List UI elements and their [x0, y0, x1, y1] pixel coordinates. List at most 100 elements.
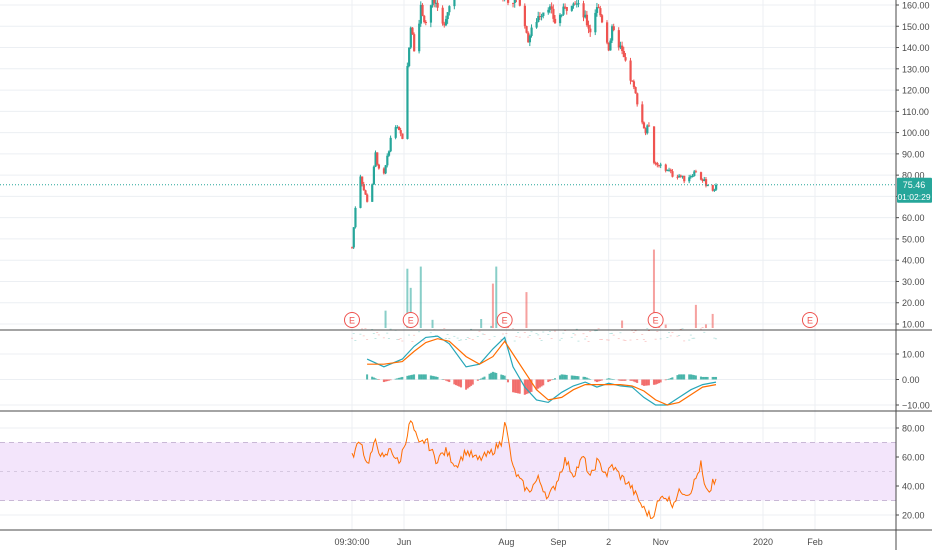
- candle[interactable]: [691, 176, 694, 178]
- candle[interactable]: [624, 57, 627, 61]
- candle[interactable]: [599, 8, 602, 16]
- candle[interactable]: [382, 168, 386, 174]
- candle[interactable]: [564, 6, 567, 8]
- candle[interactable]: [681, 175, 684, 177]
- candle[interactable]: [523, 5, 526, 27]
- candle[interactable]: [706, 185, 709, 187]
- candle[interactable]: [652, 126, 656, 163]
- candle[interactable]: [572, 3, 575, 6]
- candle[interactable]: [441, 7, 444, 24]
- candle[interactable]: [394, 127, 397, 138]
- candle[interactable]: [553, 18, 557, 24]
- candle[interactable]: [548, 6, 552, 10]
- candle[interactable]: [552, 8, 555, 19]
- candle[interactable]: [397, 126, 401, 131]
- candle[interactable]: [540, 16, 543, 18]
- candle[interactable]: [676, 176, 679, 178]
- candle[interactable]: [512, 2, 515, 4]
- candle[interactable]: [679, 175, 682, 177]
- candle[interactable]: [518, 0, 521, 6]
- candle[interactable]: [550, 6, 553, 9]
- candle[interactable]: [574, 3, 577, 5]
- earnings-marker[interactable]: E: [647, 312, 664, 328]
- candle[interactable]: [715, 184, 718, 190]
- candle[interactable]: [443, 23, 446, 26]
- candle[interactable]: [689, 176, 693, 178]
- candle[interactable]: [612, 26, 615, 31]
- candle[interactable]: [617, 30, 620, 48]
- candle[interactable]: [713, 189, 716, 191]
- candle[interactable]: [351, 247, 354, 249]
- candle[interactable]: [413, 34, 416, 52]
- candle[interactable]: [418, 23, 421, 52]
- candle[interactable]: [587, 25, 590, 29]
- candle[interactable]: [688, 177, 691, 182]
- candle[interactable]: [605, 22, 609, 43]
- candle[interactable]: [668, 169, 671, 171]
- candle[interactable]: [611, 26, 614, 41]
- candle[interactable]: [631, 80, 634, 82]
- macd-indicator[interactable]: [366, 335, 718, 406]
- candle[interactable]: [664, 164, 667, 171]
- candle[interactable]: [622, 50, 625, 58]
- candle[interactable]: [666, 169, 669, 171]
- candle[interactable]: [396, 126, 399, 128]
- candle[interactable]: [647, 125, 651, 127]
- candle[interactable]: [364, 190, 367, 195]
- candle[interactable]: [577, 3, 580, 5]
- candle[interactable]: [609, 40, 612, 51]
- earnings-marker[interactable]: E: [402, 312, 419, 328]
- candle[interactable]: [634, 87, 637, 94]
- candle[interactable]: [562, 6, 565, 15]
- candle[interactable]: [693, 171, 696, 177]
- candle[interactable]: [421, 4, 424, 16]
- candle[interactable]: [377, 164, 381, 169]
- candle[interactable]: [632, 81, 636, 88]
- candle[interactable]: [507, 0, 510, 3]
- candle[interactable]: [527, 32, 530, 43]
- candle[interactable]: [535, 21, 538, 28]
- candle[interactable]: [434, 2, 438, 4]
- candle[interactable]: [424, 22, 428, 24]
- candle[interactable]: [372, 166, 376, 185]
- candle[interactable]: [387, 151, 391, 156]
- candle[interactable]: [585, 14, 589, 26]
- candle[interactable]: [513, 0, 516, 3]
- rsi-line[interactable]: [351, 420, 717, 519]
- candle[interactable]: [408, 47, 411, 67]
- candle[interactable]: [538, 16, 542, 18]
- candle[interactable]: [701, 179, 704, 181]
- candle[interactable]: [584, 14, 587, 18]
- candle[interactable]: [446, 12, 449, 20]
- candle[interactable]: [361, 176, 364, 185]
- candle[interactable]: [547, 9, 550, 13]
- candle[interactable]: [711, 185, 714, 191]
- candle[interactable]: [376, 152, 379, 165]
- candle[interactable]: [528, 35, 532, 43]
- candle[interactable]: [657, 165, 661, 167]
- earnings-marker[interactable]: E: [801, 312, 818, 328]
- candle[interactable]: [594, 12, 597, 33]
- candle[interactable]: [595, 7, 599, 13]
- candle[interactable]: [703, 179, 706, 181]
- candle[interactable]: [699, 172, 703, 180]
- candle[interactable]: [642, 122, 646, 129]
- candle[interactable]: [646, 125, 649, 134]
- candle[interactable]: [575, 3, 578, 5]
- candle[interactable]: [374, 152, 377, 167]
- candle[interactable]: [683, 175, 686, 182]
- candle[interactable]: [399, 130, 402, 134]
- candle[interactable]: [671, 171, 674, 177]
- candle[interactable]: [409, 27, 412, 48]
- earnings-marker[interactable]: E: [496, 312, 513, 328]
- candle[interactable]: [436, 2, 439, 8]
- candle[interactable]: [429, 5, 433, 23]
- candle[interactable]: [669, 169, 672, 172]
- candle[interactable]: [600, 15, 604, 23]
- candle[interactable]: [453, 0, 456, 7]
- rsi-indicator[interactable]: [351, 420, 717, 519]
- candle[interactable]: [401, 133, 404, 139]
- candle[interactable]: [386, 155, 389, 166]
